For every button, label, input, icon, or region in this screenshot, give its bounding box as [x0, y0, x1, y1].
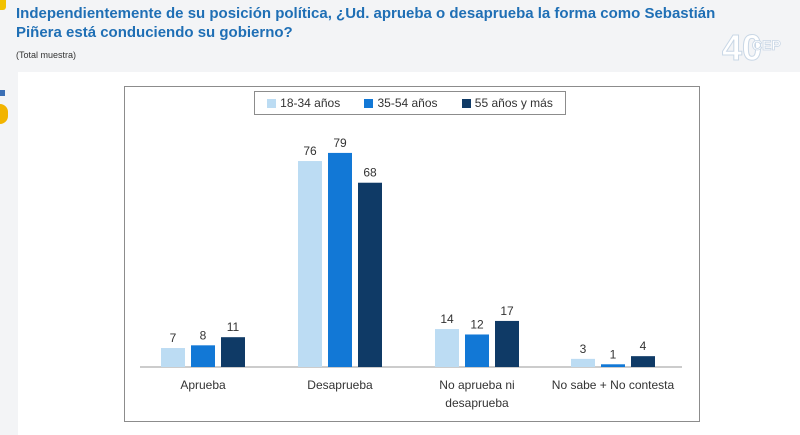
category-label-desaprueba: Desaprueba	[307, 378, 373, 392]
bar-no-aprueba-ni-desaprueba-55-plus	[495, 320, 519, 367]
bar-aprueba-35-54	[191, 345, 215, 367]
category-label-no-aprueba-ni-desaprueba: No aprueba ni	[439, 378, 514, 392]
data-label-no-aprueba-ni-desaprueba-55-plus: 17	[500, 304, 514, 318]
legend-item-18-34: 18-34 años	[267, 96, 340, 110]
category-label-aprueba: Aprueba	[180, 378, 226, 392]
legend-swatch-35-54	[364, 98, 374, 108]
data-label-no-aprueba-ni-desaprueba-35-54: 12	[470, 317, 484, 331]
legend-label-18-34: 18-34 años	[280, 96, 341, 110]
bar-no-sabe-no-contesta-18-34	[571, 358, 595, 367]
bar-no-sabe-no-contesta-35-54	[601, 364, 625, 367]
data-label-no-sabe-no-contesta-55-plus: 4	[640, 339, 647, 353]
bar-no-aprueba-ni-desaprueba-35-54	[465, 334, 489, 367]
category-label-no-sabe-no-contesta: No sabe + No contesta	[552, 378, 675, 392]
corner-accent	[0, 0, 6, 10]
svg-text:CEP: CEP	[752, 37, 781, 53]
legend-label-55-plus: 55 años y más	[474, 96, 553, 110]
data-label-no-sabe-no-contesta-18-34: 3	[580, 342, 587, 356]
data-label-no-sabe-no-contesta-35-54: 1	[610, 347, 617, 361]
legend-item-55-plus: 55 años y más	[461, 96, 553, 110]
data-label-desaprueba-35-54: 79	[333, 136, 347, 150]
bar-desaprueba-18-34	[298, 161, 322, 367]
data-label-desaprueba-55-plus: 68	[363, 166, 377, 180]
data-label-aprueba-55-plus: 11	[227, 320, 240, 334]
legend-item-35-54: 35-54 años	[364, 96, 438, 110]
bar-desaprueba-35-54	[328, 152, 352, 367]
sample-note: (Total muestra)	[16, 50, 77, 60]
cep-logo-icon: 40 CEP	[722, 27, 782, 69]
bar-no-aprueba-ni-desaprueba-18-34	[435, 329, 459, 367]
data-label-no-aprueba-ni-desaprueba-18-34: 14	[440, 312, 454, 326]
legend-label-35-54: 35-54 años	[377, 96, 438, 110]
svg-text:40: 40	[722, 27, 762, 68]
data-label-desaprueba-18-34: 76	[303, 144, 317, 158]
bar-no-sabe-no-contesta-55-plus	[631, 356, 655, 367]
bar-aprueba-18-34	[161, 348, 185, 367]
side-accent-blue	[0, 90, 5, 96]
legend-swatch-55-plus	[461, 98, 471, 108]
data-label-aprueba-35-54: 8	[200, 328, 207, 342]
side-accent-yellow	[0, 104, 8, 124]
chart-legend: 18-34 años 35-54 años 55 años y más	[254, 91, 566, 115]
bar-desaprueba-55-plus	[358, 182, 382, 367]
data-label-aprueba-18-34: 7	[170, 331, 177, 345]
chart-question-title: Independientemente de su posición políti…	[16, 5, 716, 41]
category-label-no-aprueba-ni-desaprueba: desaprueba	[445, 396, 509, 410]
legend-swatch-18-34	[267, 98, 277, 108]
bar-aprueba-55-plus	[221, 337, 245, 367]
